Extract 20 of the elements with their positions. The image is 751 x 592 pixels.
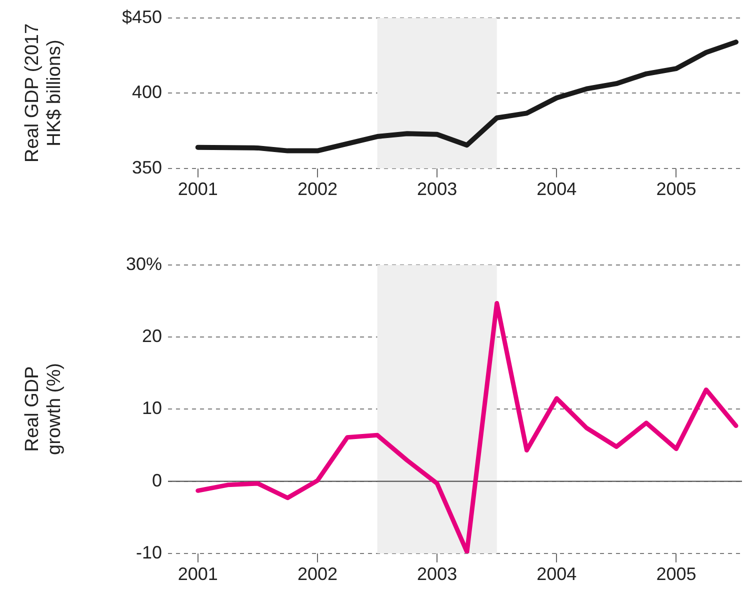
x-tick-label: 2002 bbox=[297, 179, 338, 200]
x-tick-label: 2004 bbox=[536, 179, 577, 200]
y-tick-label: 30% bbox=[126, 254, 162, 274]
x-tick-label: 2001 bbox=[178, 179, 218, 200]
y-tick-label: 20 bbox=[142, 326, 162, 346]
y-tick-label: -10 bbox=[136, 542, 162, 562]
y-tick-label: 0 bbox=[152, 470, 162, 490]
x-tick-label: 2004 bbox=[536, 564, 577, 584]
y-axis-title: Real GDP (2017 HK$ billions) bbox=[22, 23, 66, 164]
x-tick-label: 2003 bbox=[417, 179, 458, 200]
y-tick-label: 350 bbox=[132, 157, 162, 178]
y-tick-label: 400 bbox=[132, 82, 162, 102]
x-tick-label: 2005 bbox=[656, 564, 696, 584]
x-tick-label: 2001 bbox=[178, 564, 218, 584]
x-tick-label: 2002 bbox=[297, 564, 338, 584]
y-tick-label: $450 bbox=[122, 6, 162, 27]
y-axis-title: Real GDP growth (%) bbox=[22, 362, 66, 458]
x-tick-label: 2005 bbox=[656, 179, 696, 200]
y-tick-label: 10 bbox=[142, 398, 162, 418]
x-tick-label: 2003 bbox=[417, 564, 458, 584]
